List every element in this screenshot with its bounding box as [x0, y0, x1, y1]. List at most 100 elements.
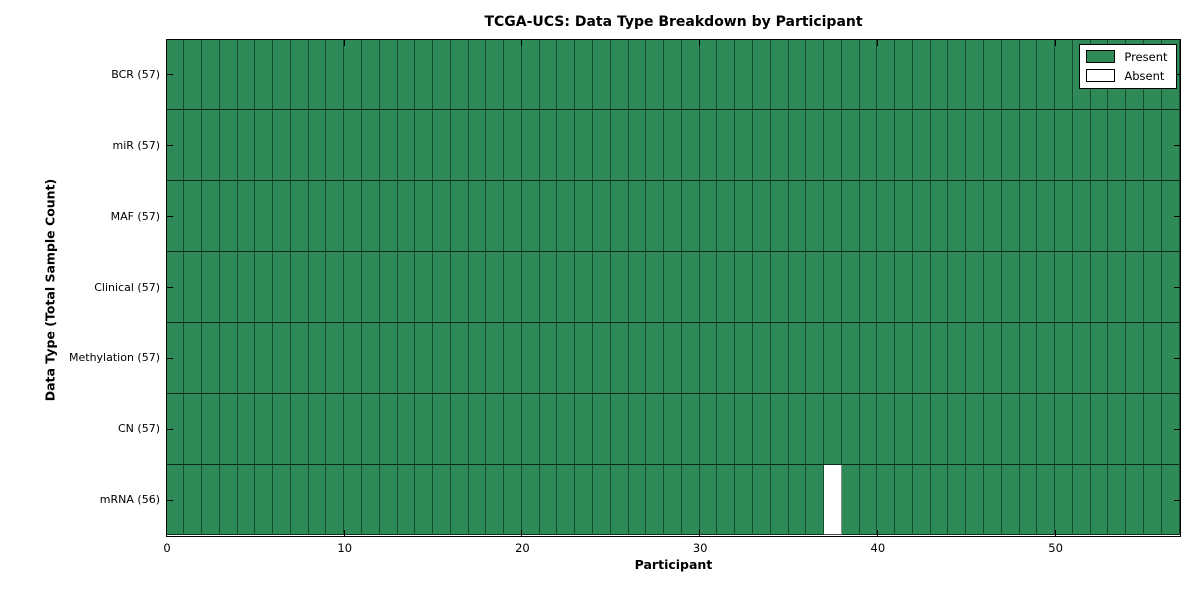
heatmap-cell [859, 322, 878, 394]
heatmap-cell [841, 464, 860, 536]
heatmap-cell [397, 322, 416, 394]
heatmap-cell [397, 181, 416, 253]
heatmap-cell [930, 322, 949, 394]
heatmap-cell [184, 181, 203, 253]
heatmap-cell [344, 110, 362, 182]
heatmap-cell [468, 322, 487, 394]
heatmap-cell [237, 322, 256, 394]
heatmap-cell [1072, 181, 1091, 253]
heatmap-cell [1126, 393, 1144, 465]
heatmap-cell [664, 39, 682, 111]
heatmap-cell [841, 110, 860, 182]
heatmap-cell [557, 322, 576, 394]
heatmap-cell [273, 322, 291, 394]
heatmap-cell [1001, 322, 1020, 394]
heatmap-cell [397, 393, 416, 465]
heatmap-cell [984, 181, 1002, 253]
tick-mark [166, 428, 173, 430]
heatmap-cell [610, 110, 629, 182]
heatmap-cell [770, 39, 789, 111]
tick-mark [166, 357, 173, 359]
y-tick-label: miR (57) [112, 138, 161, 152]
heatmap-cell [1143, 252, 1162, 323]
heatmap-cell [308, 110, 327, 182]
heatmap-cell [575, 252, 594, 323]
heatmap-cell [664, 110, 682, 182]
heatmap-cell [521, 110, 540, 182]
heatmap-cell [219, 464, 238, 536]
heatmap-cell [1019, 252, 1038, 323]
heatmap-cell [361, 181, 380, 253]
heatmap-cell [1019, 322, 1038, 394]
legend: Present Absent [1079, 43, 1177, 89]
heatmap-cell [806, 464, 825, 536]
heatmap-cell [752, 39, 771, 111]
heatmap-cell [646, 110, 665, 182]
heatmap-cell [1037, 322, 1056, 394]
heatmap-cell [877, 39, 896, 111]
heatmap-cell [1072, 322, 1091, 394]
heatmap-cell [806, 322, 825, 394]
heatmap-cell [166, 39, 185, 111]
heatmap-cell [841, 252, 860, 323]
heatmap-cell [948, 110, 967, 182]
heatmap-cell [681, 110, 700, 182]
heatmap-cell [984, 110, 1002, 182]
heatmap-cell [184, 393, 203, 465]
heatmap-cell [699, 39, 718, 111]
heatmap-cell [202, 252, 220, 323]
heatmap-cell [273, 39, 291, 111]
heatmap-cell [450, 110, 469, 182]
heatmap-cell [752, 464, 771, 536]
heatmap-cell [486, 464, 505, 536]
heatmap-cell [1108, 252, 1127, 323]
heatmap-cell [397, 39, 416, 111]
heatmap-cell [824, 181, 842, 253]
heatmap-cell [521, 322, 540, 394]
legend-label-present: Present [1124, 49, 1168, 64]
heatmap-cell [308, 252, 327, 323]
heatmap-cell [895, 39, 913, 111]
heatmap-cell [237, 181, 256, 253]
heatmap-cell [770, 464, 789, 536]
heatmap-cell [326, 181, 345, 253]
heatmap-cell [575, 39, 594, 111]
heatmap-cell [948, 393, 967, 465]
heatmap-cell [984, 252, 1002, 323]
heatmap-cell [824, 393, 842, 465]
heatmap-cell [1143, 322, 1162, 394]
heatmap-cell [824, 322, 842, 394]
heatmap-cell [966, 464, 984, 536]
heatmap-cell [752, 322, 771, 394]
chart-title: TCGA-UCS: Data Type Breakdown by Partici… [484, 14, 863, 30]
heatmap-cell [610, 464, 629, 536]
heatmap-cell [717, 464, 736, 536]
heatmap-cell [1037, 181, 1056, 253]
heatmap-cell [984, 39, 1002, 111]
heatmap-cell [699, 110, 718, 182]
tick-mark [1173, 216, 1180, 218]
heatmap-cell [628, 110, 647, 182]
heatmap-cell [557, 464, 576, 536]
heatmap-cell [770, 110, 789, 182]
heatmap-cell [948, 252, 967, 323]
heatmap-cell [788, 252, 807, 323]
heatmap-cell [415, 39, 434, 111]
plot-area: Present Absent [165, 38, 1181, 537]
y-tick-label: BCR (57) [111, 67, 160, 81]
heatmap-cell [912, 393, 931, 465]
heatmap-cell [237, 39, 256, 111]
heatmap-cell [877, 322, 896, 394]
heatmap-cell [290, 393, 309, 465]
heatmap-cell [1001, 181, 1020, 253]
heatmap-cell [521, 181, 540, 253]
heatmap-cell [628, 252, 647, 323]
heatmap-cell [681, 181, 700, 253]
heatmap-cell [273, 252, 291, 323]
tick-mark [1054, 529, 1056, 536]
heatmap-cell [877, 110, 896, 182]
heatmap-cell [379, 110, 398, 182]
heatmap-cell [504, 39, 522, 111]
heatmap-cell [1090, 110, 1109, 182]
